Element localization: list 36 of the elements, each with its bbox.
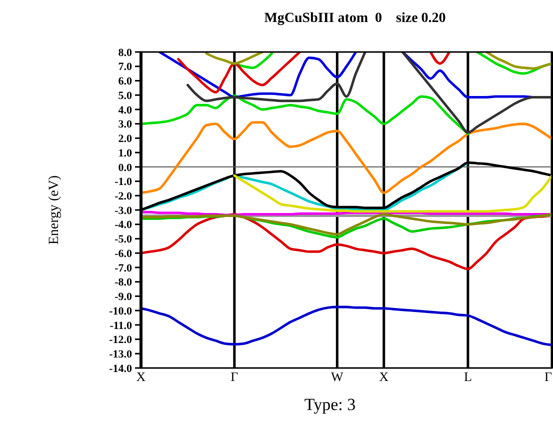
x-tick-label: L (464, 369, 472, 384)
y-tick-label: -10.0 (109, 305, 132, 318)
chart-title: MgCuSbIII atom 0 size 0.20 (264, 11, 446, 26)
text: Type: 3 (304, 395, 356, 414)
y-tick-label: 5.0 (118, 90, 132, 102)
x-tick-label: X (379, 369, 390, 384)
y-tick-label: -3.0 (114, 204, 132, 217)
line-series (141, 121, 552, 194)
line-series (233, 174, 552, 213)
x-tick-label: W (331, 369, 344, 384)
y-tick-label: -14.0 (109, 362, 132, 375)
y-tick-label: 2.0 (118, 133, 132, 146)
y-tick-label: -7.0 (114, 262, 132, 274)
y-tick-label: -12.0 (109, 334, 132, 346)
y-tick-label: 1.0 (118, 147, 132, 160)
y-tick-label: -9.0 (114, 291, 132, 304)
y-tick-label: -6.0 (114, 248, 132, 260)
y-tick-label: 7.0 (118, 61, 132, 74)
x-tick-label: X (136, 369, 146, 384)
y-tick-label: 6.0 (118, 76, 132, 88)
y-tick-label: -13.0 (109, 348, 132, 360)
line-series (141, 94, 470, 136)
x-tick-label: Γ (230, 369, 239, 384)
y-tick-label: 4.0 (118, 104, 132, 116)
y-tick-label: 0.0 (118, 162, 132, 174)
y-tick-label: 3.0 (118, 118, 132, 131)
y-tick-label: -11.0 (110, 320, 132, 332)
x-tick-label: Γ (544, 369, 552, 384)
y-tick-label: -2.0 (114, 190, 132, 202)
y-tick-label: -5.0 (114, 234, 132, 246)
y-tick-label: -8.0 (114, 276, 132, 289)
y-tick-label: 8.0 (118, 46, 132, 59)
y-axis-title: Energy (eV) (47, 175, 62, 245)
y-tick-label: -1.0 (114, 176, 132, 188)
y-tick-label: -4.0 (114, 219, 132, 232)
line-series (141, 306, 552, 346)
